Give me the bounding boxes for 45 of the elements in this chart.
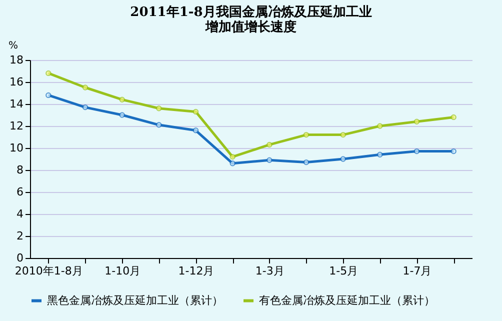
point [377, 123, 383, 129]
point [340, 156, 346, 162]
point [230, 154, 236, 160]
x-tick-label: 1-10月 [104, 264, 141, 278]
point [192, 128, 199, 134]
y-tick-label: 2 [16, 230, 24, 242]
point [119, 112, 125, 118]
point [266, 157, 272, 163]
y-tick-label: 12 [10, 120, 24, 132]
y-tick-label: 6 [16, 186, 24, 198]
point [156, 122, 162, 128]
y-axis-title: % [8, 40, 18, 52]
y-tick-label: 14 [10, 98, 24, 110]
point [303, 132, 310, 138]
point [266, 142, 272, 148]
chart-title: 2011年1-8月我国金属冶炼及压延加工业 [130, 4, 372, 20]
x-tick-label: 1-12月 [178, 264, 214, 278]
point [340, 132, 346, 138]
chart-subtitle: 增加值增长速度 [204, 19, 296, 35]
point [230, 160, 236, 166]
point [377, 152, 383, 158]
x-tick-label: 1-3月 [255, 264, 284, 278]
point [46, 92, 52, 98]
point [450, 148, 456, 154]
point [414, 118, 420, 124]
point [450, 114, 456, 120]
y-tick-label: 8 [16, 164, 24, 176]
x-tick-label: 2010年1-8月 [14, 264, 83, 278]
y-tick-label: 16 [10, 76, 24, 88]
x-tick-label: 1-5月 [329, 264, 358, 278]
point [192, 108, 199, 115]
point [303, 159, 310, 166]
legend-label: 黑色金属冶炼及压延加工业（累计） [47, 294, 223, 307]
y-tick-label: 18 [10, 54, 24, 66]
point [82, 104, 88, 110]
y-tick-label: 0 [16, 252, 24, 264]
x-tick-label: 1-7月 [402, 264, 432, 278]
point [119, 96, 125, 102]
point [82, 84, 88, 90]
point [156, 106, 162, 112]
y-tick-label: 10 [10, 142, 24, 154]
legend-label: 有色金属冶炼及压延加工业（累计） [259, 294, 435, 307]
point [414, 148, 420, 154]
y-tick-label: 4 [16, 208, 24, 220]
point [46, 70, 52, 76]
